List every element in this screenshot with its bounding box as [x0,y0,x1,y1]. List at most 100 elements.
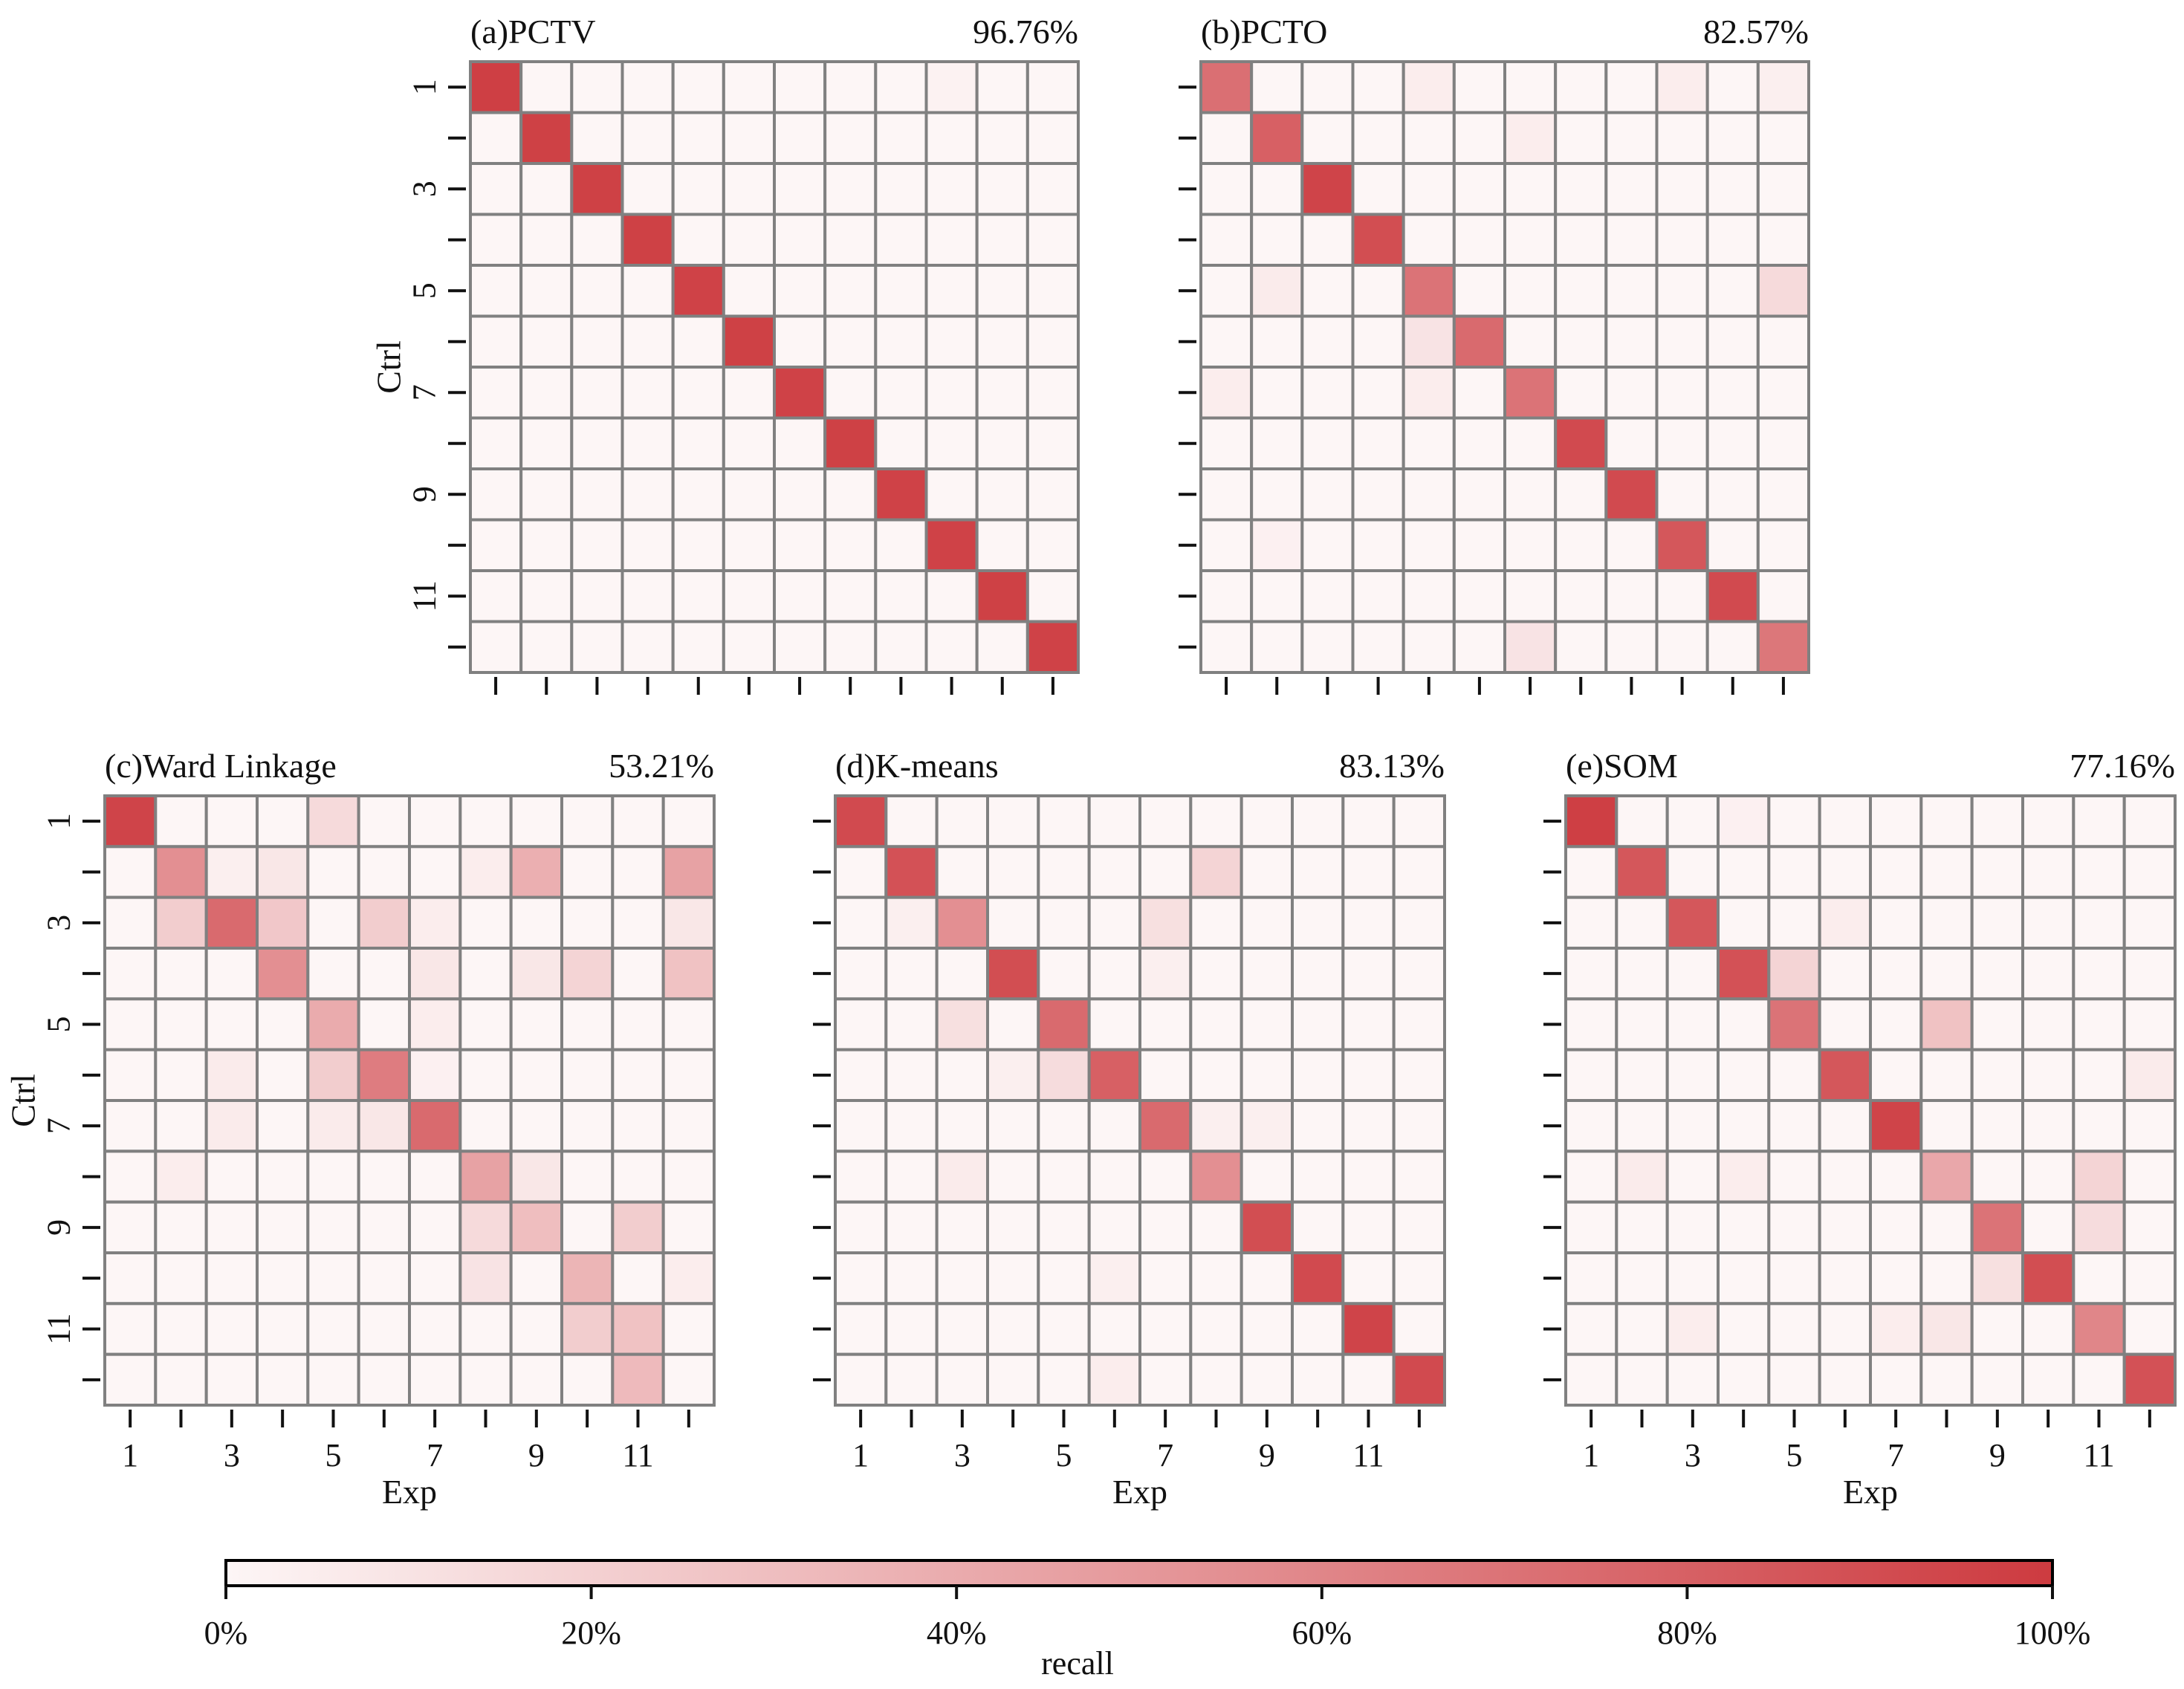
heatmap-cell [458,947,513,1001]
heatmap-cell [773,467,827,522]
heatmap-cell [1402,518,1456,572]
heatmap-cell [1025,366,1080,420]
heatmap-cell [611,794,665,849]
heatmap-cell [519,264,574,318]
heatmap-cell [2122,1048,2177,1103]
heatmap-cell [1452,620,1506,674]
heatmap-cell [1341,1048,1396,1103]
heatmap-cell [1756,620,1811,674]
heatmap-cell [722,264,777,318]
heatmap-cell [1392,1352,1447,1407]
heatmap-cell [773,366,827,420]
heatmap-cell [1240,1302,1294,1356]
heatmap-cell [874,467,928,522]
heatmap-cell [924,111,979,165]
heatmap-cell [1503,213,1558,267]
heatmap-cell [1970,997,2024,1051]
heatmap-cell [1970,845,2024,899]
heatmap-cell [1300,416,1355,470]
heatmap-cell [2122,1150,2177,1204]
colorbar-tick-label: 0% [204,1615,248,1651]
heatmap-cell [1919,895,1974,950]
heatmap-cell [509,1150,563,1204]
heatmap-cell [1919,1200,1974,1255]
heatmap-cell [509,1251,563,1306]
heatmap-cell [834,997,888,1051]
heatmap-cell [1199,620,1254,674]
heatmap-cell [306,1352,360,1407]
heatmap-cell [1564,1150,1618,1204]
heatmap-cell [2072,794,2126,849]
heatmap-cell [1240,794,1294,849]
heatmap-cell [620,111,675,165]
heatmap-cell [357,1251,412,1306]
heatmap-cell [458,1302,513,1356]
heatmap-cell [469,60,523,114]
heatmap-cell [103,997,158,1051]
heatmap-cell [256,947,310,1001]
heatmap-cell [1189,895,1243,950]
heatmap-cell [1250,467,1304,522]
heatmap-cell [823,162,878,216]
heatmap-cell [1452,60,1506,114]
heatmap-cell [256,1200,310,1255]
heatmap-cell [1452,213,1506,267]
heatmap-cell [1189,845,1243,899]
heatmap-cell [671,620,725,674]
colorbar-tick-label: 20% [561,1615,621,1651]
heatmap-cell [661,895,716,950]
heatmap-cell [1615,794,1669,849]
heatmap-cell [1025,518,1080,572]
heatmap-cell [1291,1200,1345,1255]
heatmap-cell [1869,1150,1923,1204]
panel-title: (b)PCTO [1201,13,1327,51]
heatmap-cell [1705,569,1760,623]
heatmap-cell [1341,1099,1396,1153]
heatmap-cell [1919,1352,1974,1407]
heatmap-cell [1341,895,1396,950]
x-tick-label: 11 [622,1437,653,1474]
heatmap-cell [154,997,208,1051]
heatmap-cell [306,1099,360,1153]
heatmap-cell [1300,162,1355,216]
heatmap-cell [1452,162,1506,216]
heatmap-cell [1452,111,1506,165]
heatmap-cell [1705,366,1760,420]
heatmap-cell [1025,467,1080,522]
heatmap-cell [1300,314,1355,369]
heatmap-cell [773,264,827,318]
heatmap-cell [2021,845,2076,899]
heatmap-cell [986,1251,1040,1306]
heatmap-cell [1189,1048,1243,1103]
heatmap-cell [1138,997,1193,1051]
heatmap-cell [560,794,615,849]
x-tick-label: 7 [1157,1437,1173,1474]
heatmap-cell [1189,1251,1243,1306]
heatmap-cell [834,1200,888,1255]
heatmap-cell [1655,162,1709,216]
heatmap-cell [935,794,990,849]
heatmap-cell [1970,1048,2024,1103]
colorbar-tick-label: 80% [1657,1615,1717,1651]
heatmap-cell [1767,947,1821,1001]
x-tick-label: 9 [1989,1437,2006,1474]
heatmap-cell [1452,264,1506,318]
heatmap-cell [560,1200,615,1255]
heatmap-cell [1240,947,1294,1001]
heatmap-cell [1564,845,1618,899]
heatmap-cell [1503,111,1558,165]
heatmap-cell [1291,947,1345,1001]
heatmap-cell [661,997,716,1051]
heatmap-cell [1503,264,1558,318]
heatmap-cell [1189,1099,1243,1153]
heatmap-cell [1351,569,1405,623]
heatmap-cell [1604,366,1659,420]
heatmap-cell [620,162,675,216]
heatmap-cell [519,213,574,267]
heatmap-cell [1087,1200,1142,1255]
y-tick-label: 3 [406,181,443,197]
heatmap-cell [519,569,574,623]
heatmap-cell [1756,162,1811,216]
heatmap-cell [986,1099,1040,1153]
heatmap-cell [1138,1200,1193,1255]
